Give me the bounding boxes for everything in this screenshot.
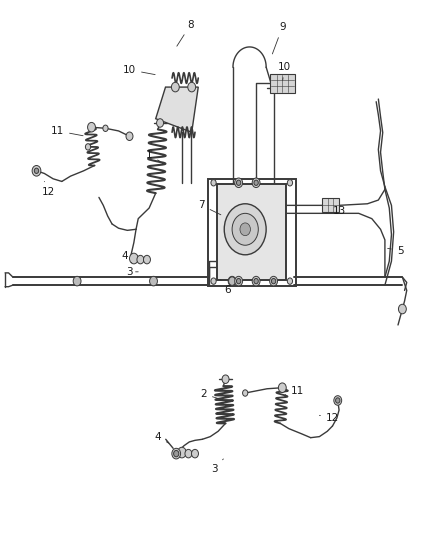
Text: 12: 12 <box>319 413 339 423</box>
Circle shape <box>73 276 81 286</box>
Circle shape <box>235 178 243 188</box>
Text: 12: 12 <box>42 181 55 197</box>
Text: 8: 8 <box>177 20 194 46</box>
Circle shape <box>228 276 236 286</box>
FancyBboxPatch shape <box>270 74 294 93</box>
Circle shape <box>240 223 251 236</box>
Circle shape <box>334 395 342 405</box>
Text: 5: 5 <box>388 246 403 255</box>
Text: 10: 10 <box>278 62 291 80</box>
Text: 3: 3 <box>126 267 138 277</box>
Text: 11: 11 <box>285 386 304 397</box>
Circle shape <box>272 278 276 284</box>
Text: 9: 9 <box>272 22 286 54</box>
Circle shape <box>191 449 198 458</box>
Text: 10: 10 <box>123 65 155 75</box>
Bar <box>322 198 339 212</box>
Circle shape <box>287 180 293 186</box>
FancyBboxPatch shape <box>217 184 286 279</box>
Text: 13: 13 <box>326 206 346 216</box>
Circle shape <box>237 180 241 185</box>
Text: 11: 11 <box>51 126 83 136</box>
Circle shape <box>171 82 179 92</box>
Text: 7: 7 <box>198 200 221 215</box>
Text: 6: 6 <box>220 279 231 295</box>
Circle shape <box>235 276 243 286</box>
Circle shape <box>126 132 133 141</box>
Circle shape <box>211 278 216 284</box>
Text: 3: 3 <box>211 459 223 473</box>
Circle shape <box>237 278 241 284</box>
Text: 4: 4 <box>155 432 169 443</box>
Circle shape <box>34 168 39 173</box>
Circle shape <box>130 253 138 264</box>
Polygon shape <box>155 87 198 132</box>
Circle shape <box>172 448 180 459</box>
Circle shape <box>188 82 196 92</box>
Circle shape <box>32 165 41 176</box>
Circle shape <box>137 255 144 264</box>
Circle shape <box>177 447 186 458</box>
Circle shape <box>211 180 216 186</box>
Circle shape <box>173 450 179 457</box>
Circle shape <box>254 180 258 185</box>
Circle shape <box>336 398 340 403</box>
Circle shape <box>399 304 406 314</box>
Circle shape <box>252 276 260 286</box>
Circle shape <box>243 390 248 396</box>
Circle shape <box>224 204 266 255</box>
Circle shape <box>279 383 286 392</box>
Circle shape <box>85 144 91 150</box>
Circle shape <box>254 278 258 284</box>
Text: 2: 2 <box>201 389 219 399</box>
Circle shape <box>103 125 108 132</box>
Circle shape <box>150 276 157 286</box>
Circle shape <box>287 278 293 284</box>
Text: 1: 1 <box>146 150 160 161</box>
Circle shape <box>185 449 192 458</box>
Circle shape <box>222 375 229 383</box>
Circle shape <box>252 178 260 188</box>
Circle shape <box>270 276 278 286</box>
Circle shape <box>229 277 236 285</box>
Circle shape <box>88 123 95 132</box>
Text: 4: 4 <box>122 251 132 263</box>
Circle shape <box>156 119 163 127</box>
Circle shape <box>144 255 150 264</box>
Circle shape <box>232 213 258 245</box>
